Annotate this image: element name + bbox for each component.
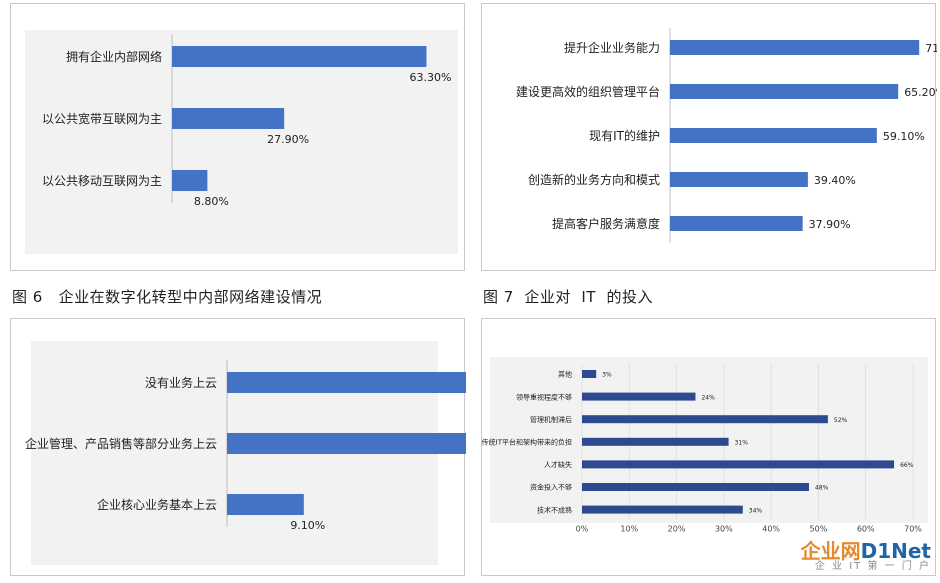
data-label: 3%	[602, 372, 612, 379]
category-label: 拥有企业内部网络	[66, 49, 162, 64]
caption-fig6: 图 6 企业在数字化转型中内部网络建设情况	[12, 288, 323, 306]
bar	[582, 370, 597, 378]
x-tick-label: 20%	[668, 525, 686, 534]
data-label: 27.90%	[267, 133, 309, 146]
category-label: 没有业务上云	[145, 375, 217, 390]
category-label: 企业核心业务基本上云	[97, 497, 217, 512]
cloud-adoption-chart: 没有业务上云47.00%企业管理、产品销售等部分业务上云43.90%企业核心业务…	[25, 341, 466, 565]
data-label: 31%	[735, 439, 749, 446]
watermark-logo-a: 企业网	[800, 539, 861, 563]
bar	[670, 172, 808, 187]
category-label: 资金投入不够	[530, 483, 572, 492]
x-tick-label: 10%	[620, 525, 638, 534]
bar	[670, 40, 920, 55]
data-label: 71.20%	[925, 42, 937, 55]
data-label: 48%	[815, 485, 829, 492]
bar	[582, 437, 729, 446]
bar	[582, 505, 743, 514]
data-label: 37.90%	[809, 218, 851, 231]
bar	[670, 128, 877, 143]
x-tick-label: 30%	[715, 525, 733, 534]
it-investment-chart: 提升企业业务能力 71.20% 建设更高效的组织管理平台 65.20% 现有IT的维护 5…	[516, 28, 937, 243]
data-label: 9.10%	[290, 519, 325, 532]
data-label: 63.30%	[409, 71, 451, 84]
bar	[227, 433, 466, 454]
bar	[670, 216, 803, 231]
obstacles-chart: 0% 10% 20% 30% 40% 50% 60% 70% 其他 3% 领导重视程度不够 24% 管理…	[482, 357, 928, 534]
chart-panel-cloud: 没有业务上云47.00%企业管理、产品销售等部分业务上云43.90%企业核心业务…	[10, 318, 466, 576]
bar	[582, 483, 809, 491]
category-label: 创造新的业务方向和模式	[528, 172, 660, 187]
chart-panel-obstacles: 0% 10% 20% 30% 40% 50% 60% 70% 其他 3% 领导重视程度不够 24% 管理…	[481, 318, 936, 576]
category-label: 提升企业业务能力	[564, 40, 660, 55]
category-label: 提高客户服务满意度	[552, 216, 660, 231]
category-label: 传统IT平台和架构带来的负担	[482, 437, 572, 446]
category-label: 建设更高效的组织管理平台	[516, 84, 660, 99]
data-label: 59.10%	[883, 130, 925, 143]
bar	[582, 392, 696, 401]
category-label: 其他	[558, 370, 572, 379]
watermark-subtitle: 企 业 IT 第 一 门 户	[814, 561, 931, 572]
x-tick-label: 60%	[857, 525, 875, 534]
category-label: 现有IT的维护	[589, 128, 660, 143]
data-label: 34%	[749, 507, 763, 514]
x-tick-label: 50%	[810, 525, 828, 534]
data-label: 52%	[834, 417, 848, 424]
bar	[670, 84, 899, 99]
data-label: 8.80%	[194, 195, 229, 208]
x-tick-label: 0%	[576, 525, 589, 534]
category-label: 企业管理、产品销售等部分业务上云	[25, 436, 217, 451]
category-label: 技术不成熟	[537, 505, 572, 514]
bar	[172, 108, 285, 129]
x-tick-label: 40%	[762, 525, 780, 534]
category-label: 领导重视程度不够	[516, 392, 572, 401]
category-label: 管理机制滞后	[530, 415, 572, 424]
category-label: 以公共移动互联网为主	[42, 174, 162, 188]
category-label: 人才缺失	[544, 460, 572, 469]
watermark-logo-b: D1Net	[860, 539, 931, 563]
category-label: 以公共宽带互联网为主	[42, 111, 162, 126]
data-label: 66%	[900, 462, 914, 469]
data-label: 39.40%	[814, 174, 856, 187]
x-tick-label: 70%	[904, 525, 922, 534]
data-label: 65.20%	[904, 86, 937, 99]
bar	[172, 170, 208, 191]
internal-network-chart: 拥有企业内部网络 63.30% 以公共宽带互联网为主 27.90% 以公共移动互联网为主…	[25, 30, 458, 254]
bar	[582, 460, 895, 469]
bar	[582, 415, 828, 424]
caption-fig7: 图 7 企业对 IT 的投入	[483, 288, 654, 306]
bar	[172, 46, 427, 67]
chart-panel-it-investment: 提升企业业务能力 71.20% 建设更高效的组织管理平台 65.20% 现有IT的维护 5…	[481, 3, 937, 271]
watermark-logo: 企业网D1Net 企 业 IT 第 一 门 户	[801, 541, 931, 573]
bar	[227, 494, 304, 515]
chart-panel-internal-network: 拥有企业内部网络 63.30% 以公共宽带互联网为主 27.90% 以公共移动互联网为主…	[10, 3, 465, 271]
plot-area	[25, 30, 458, 254]
data-label: 24%	[701, 394, 715, 401]
bar	[227, 372, 466, 393]
